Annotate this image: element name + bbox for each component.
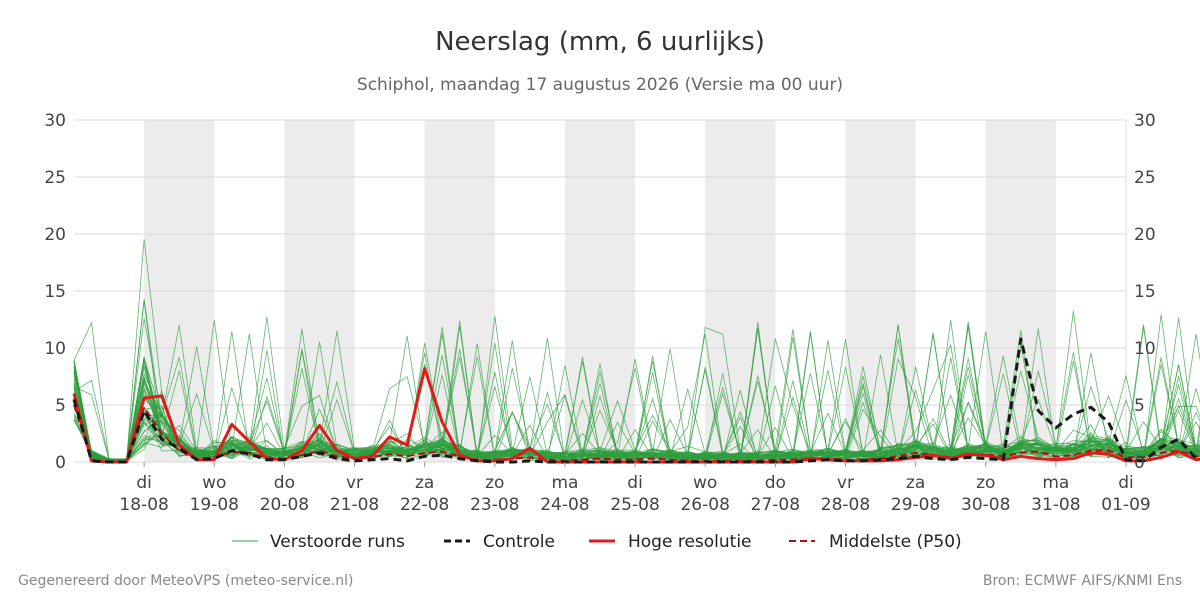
ensemble-run-line bbox=[73, 333, 1200, 462]
legend-label-control: Controle bbox=[483, 532, 555, 552]
ensemble-run-line bbox=[73, 310, 1200, 462]
x-tick-day: di bbox=[627, 473, 643, 493]
y-tick-label-right: 5 bbox=[1134, 396, 1145, 416]
x-tick-day: zo bbox=[976, 473, 995, 493]
x-tick-date: 24-08 bbox=[540, 495, 589, 515]
x-tick-day: di bbox=[1118, 473, 1134, 493]
x-tick-day: zo bbox=[485, 473, 504, 493]
x-tick-day: do bbox=[274, 473, 295, 493]
x-tick-date: 28-08 bbox=[821, 495, 870, 515]
x-tick-day: wo bbox=[202, 473, 226, 493]
x-tick-date: 22-08 bbox=[400, 495, 449, 515]
chart-title: Neerslag (mm, 6 uurlijks) bbox=[435, 27, 765, 57]
x-tick-day: vr bbox=[346, 473, 363, 493]
y-tick-label-left: 15 bbox=[44, 282, 66, 302]
x-tick-day: za bbox=[906, 473, 925, 493]
y-tick-label-left: 25 bbox=[44, 168, 66, 188]
y-tick-label-right: 10 bbox=[1134, 339, 1156, 359]
legend: Verstoorde runs Controle Hoge resolutie … bbox=[232, 532, 962, 552]
x-tick-date: 21-08 bbox=[330, 495, 379, 515]
x-tick-date: 29-08 bbox=[891, 495, 940, 515]
x-tick-day: ma bbox=[1042, 473, 1069, 493]
y-tick-label-right: 20 bbox=[1134, 225, 1156, 245]
x-tick-date: 01-09 bbox=[1101, 495, 1150, 515]
ensemble-run-line bbox=[73, 331, 1200, 463]
y-tick-label-right: 15 bbox=[1134, 282, 1156, 302]
x-tick-day: za bbox=[415, 473, 434, 493]
control-line bbox=[72, 337, 1200, 464]
y-tick-label-left: 30 bbox=[44, 111, 66, 131]
x-tick-date: 20-08 bbox=[260, 495, 309, 515]
y-tick-label-right: 25 bbox=[1134, 168, 1156, 188]
x-tick-date: 27-08 bbox=[751, 495, 800, 515]
x-tick-date: 26-08 bbox=[680, 495, 729, 515]
x-tick-date: 23-08 bbox=[470, 495, 519, 515]
y-tick-label-right: 30 bbox=[1134, 111, 1156, 131]
legend-label-ensemble: Verstoorde runs bbox=[270, 532, 405, 552]
y-tick-label-left: 5 bbox=[55, 396, 66, 416]
legend-label-hires: Hoge resolutie bbox=[628, 532, 752, 552]
x-tick-date: 31-08 bbox=[1031, 495, 1080, 515]
x-tick-date: 30-08 bbox=[961, 495, 1010, 515]
x-tick-day: vr bbox=[837, 473, 854, 493]
main-series bbox=[72, 337, 1200, 464]
y-tick-label-left: 10 bbox=[44, 339, 66, 359]
y-tick-label-left: 20 bbox=[44, 225, 66, 245]
footer-generated: Gegenereerd door MeteoVPS (meteo-service… bbox=[18, 573, 353, 589]
x-tick-date: 19-08 bbox=[190, 495, 239, 515]
chart-subtitle: Schiphol, maandag 17 augustus 2026 (Vers… bbox=[357, 75, 843, 95]
x-tick-date: 25-08 bbox=[610, 495, 659, 515]
y-tick-label-right: 0 bbox=[1134, 453, 1145, 473]
x-tick-day: do bbox=[765, 473, 786, 493]
x-tick-day: wo bbox=[693, 473, 717, 493]
x-tick-day: di bbox=[136, 473, 152, 493]
x-tick-day: ma bbox=[551, 473, 578, 493]
x-tick-date: 18-08 bbox=[119, 495, 168, 515]
y-tick-label-left: 0 bbox=[55, 453, 66, 473]
legend-label-median: Middelste (P50) bbox=[829, 532, 962, 552]
footer-source: Bron: ECMWF AIFS/KNMI Ens bbox=[983, 573, 1182, 589]
